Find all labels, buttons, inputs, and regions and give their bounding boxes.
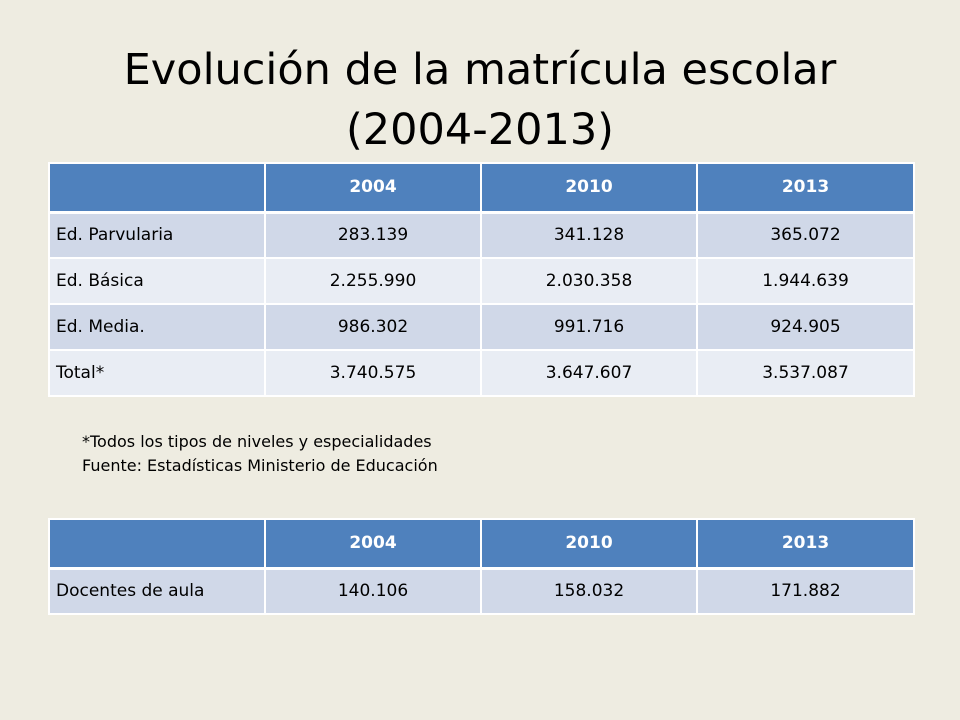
table-row: Ed. Parvularia 283.139 341.128 365.072 [48, 211, 915, 259]
table-cell: 283.139 [264, 211, 482, 259]
table-cell: 3.740.575 [264, 349, 482, 397]
table-cell: 991.716 [480, 303, 698, 351]
table-cell: 140.106 [264, 567, 482, 615]
header-cell-2010: 2010 [480, 518, 698, 570]
table-cell: 171.882 [696, 567, 915, 615]
teachers-table-header-row: 2004 2010 2013 [48, 518, 915, 570]
table-notes: *Todos los tipos de niveles y especialid… [82, 430, 438, 478]
table-cell: 365.072 [696, 211, 915, 259]
slide-title: Evolución de la matrícula escolar (2004-… [48, 40, 912, 160]
table-cell: 158.032 [480, 567, 698, 615]
table-cell: 2.255.990 [264, 257, 482, 305]
row-label: Total* [48, 349, 266, 397]
header-cell-2013: 2013 [696, 162, 915, 214]
table-cell: 1.944.639 [696, 257, 915, 305]
table-cell: 924.905 [696, 303, 915, 351]
table-row: Ed. Básica 2.255.990 2.030.358 1.944.639 [48, 257, 915, 305]
header-cell-2004: 2004 [264, 518, 482, 570]
source-text: Fuente: Estadísticas Ministerio de Educa… [82, 456, 438, 475]
teachers-table: 2004 2010 2013 Docentes de aula 140.106 … [48, 518, 915, 615]
table-row: Docentes de aula 140.106 158.032 171.882 [48, 567, 915, 615]
table-cell: 3.647.607 [480, 349, 698, 397]
table-row: Ed. Media. 986.302 991.716 924.905 [48, 303, 915, 351]
table-cell: 2.030.358 [480, 257, 698, 305]
header-cell-blank [48, 162, 266, 214]
slide-title-line-1: Evolución de la matrícula escolar [123, 45, 837, 95]
row-label: Ed. Media. [48, 303, 266, 351]
header-cell-2013: 2013 [696, 518, 915, 570]
header-cell-blank [48, 518, 266, 570]
table-cell: 986.302 [264, 303, 482, 351]
slide-title-line-2: (2004-2013) [346, 105, 614, 155]
enrollment-table-header-row: 2004 2010 2013 [48, 162, 915, 214]
row-label: Docentes de aula [48, 567, 266, 615]
table-cell: 341.128 [480, 211, 698, 259]
table-row-total: Total* 3.740.575 3.647.607 3.537.087 [48, 349, 915, 397]
footnote-text: *Todos los tipos de niveles y especialid… [82, 432, 432, 451]
row-label: Ed. Básica [48, 257, 266, 305]
table-cell: 3.537.087 [696, 349, 915, 397]
header-cell-2010: 2010 [480, 162, 698, 214]
enrollment-table: 2004 2010 2013 Ed. Parvularia 283.139 34… [48, 162, 915, 397]
row-label: Ed. Parvularia [48, 211, 266, 259]
header-cell-2004: 2004 [264, 162, 482, 214]
